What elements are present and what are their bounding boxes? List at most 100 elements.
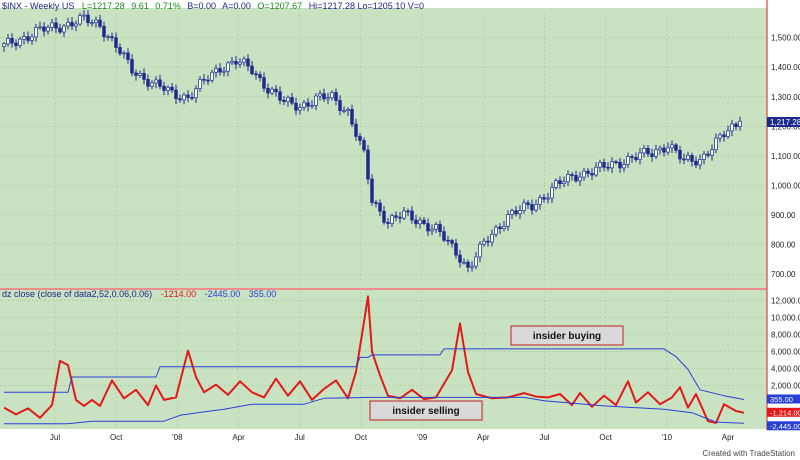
candle-up	[698, 159, 702, 166]
candle-down	[454, 242, 458, 256]
candle-up	[106, 36, 110, 38]
candle-down	[410, 210, 414, 221]
candle-down	[142, 73, 146, 80]
candle-up	[150, 82, 154, 87]
x-tick-label: Oct	[599, 433, 612, 442]
insider-selling-box	[369, 400, 483, 421]
candle-down	[366, 149, 370, 180]
candle-down	[158, 79, 162, 87]
indicator-lines	[3, 295, 745, 425]
header-bid: B=0.00	[187, 1, 216, 11]
candle-up	[82, 14, 86, 17]
candle-up	[626, 156, 630, 165]
candle-up	[230, 61, 234, 64]
candle-up	[138, 73, 142, 76]
candle-up	[490, 233, 494, 243]
x-tick-label: '08	[172, 433, 183, 442]
candle-down	[526, 202, 530, 205]
candle-down	[646, 148, 650, 155]
indicator-axis-ticks: 12,000.00 10,000.00 8,000.00 6,000.00 4,000.…	[771, 297, 800, 391]
candle-up	[714, 137, 718, 151]
candle-up	[726, 130, 730, 137]
candle-down	[662, 147, 666, 153]
candle-up	[506, 214, 510, 227]
candle-down	[706, 153, 710, 156]
candle-down	[322, 93, 326, 100]
candle-down	[574, 175, 578, 182]
candle-down	[290, 97, 294, 104]
candle-up	[494, 226, 498, 235]
candle-down	[178, 98, 182, 101]
x-tick-label: Oct	[110, 433, 123, 442]
candle-up	[730, 123, 734, 132]
candle-down	[266, 87, 270, 94]
candle-down	[118, 47, 122, 54]
candle-up	[194, 88, 198, 99]
candle-down	[446, 239, 450, 242]
candle-down	[134, 72, 138, 76]
candle-up	[578, 176, 582, 182]
candle-down	[514, 210, 518, 215]
candle-down	[722, 134, 726, 137]
candle-up	[46, 26, 50, 32]
candle-down	[294, 102, 298, 111]
candle-down	[246, 58, 250, 67]
candle-down	[110, 36, 114, 39]
candle-up	[470, 265, 474, 268]
candle-up	[562, 181, 566, 185]
candle-up	[242, 58, 246, 63]
candle-down	[114, 37, 118, 48]
indicator-value-1: -1214.00	[161, 289, 197, 299]
header-change: 9.61	[131, 1, 149, 11]
candle-up	[182, 94, 186, 101]
candle-up	[666, 147, 670, 153]
candle-down	[202, 78, 206, 81]
candle-up	[122, 52, 126, 55]
candle-up	[166, 86, 170, 91]
insider-buying-box	[510, 325, 624, 346]
candle-up	[462, 261, 466, 264]
candle-down	[634, 157, 638, 160]
price-tick-label: 1,500.00	[771, 34, 800, 43]
candle-up	[6, 38, 10, 45]
price-tick-label: 900.00	[771, 211, 796, 220]
candle-up	[430, 228, 434, 232]
candle-up	[18, 38, 22, 46]
candle-up	[154, 79, 158, 84]
candle-down	[354, 123, 358, 137]
x-tick-label: Apr	[477, 433, 490, 442]
header-ask: A=0.00	[222, 1, 251, 11]
dz-close-line	[3, 295, 745, 424]
candle-up	[34, 26, 38, 38]
candle-down	[274, 88, 278, 93]
candle-up	[226, 62, 230, 72]
candle-up	[326, 97, 330, 100]
candle-down	[602, 162, 606, 168]
candle-up	[718, 134, 722, 139]
candle-up	[594, 166, 598, 176]
candle-down	[450, 240, 454, 244]
value-label-box	[767, 407, 800, 417]
candle-up	[710, 149, 714, 156]
x-tick-label: Apr	[232, 433, 245, 442]
candle-down	[218, 68, 222, 73]
header-percent: 0.71%	[155, 1, 181, 11]
candle-up	[518, 210, 522, 215]
last-price-box	[767, 117, 800, 127]
header-symbol: $INX - Weekly US	[2, 1, 74, 11]
candle-down	[370, 178, 374, 203]
candle-up	[342, 110, 346, 112]
candle-down	[206, 79, 210, 82]
candle-down	[130, 59, 134, 74]
price-tick-label: 800.00	[771, 241, 796, 250]
candle-up	[38, 26, 42, 29]
candle-up	[2, 43, 6, 47]
candle-up	[502, 225, 506, 229]
candle-up	[478, 243, 482, 258]
candle-down	[590, 173, 594, 176]
insider-selling-label: insider selling	[392, 406, 459, 417]
candle-up	[522, 202, 526, 211]
candle-down	[174, 89, 178, 100]
candle-up	[302, 102, 306, 108]
candle-up	[538, 197, 542, 205]
